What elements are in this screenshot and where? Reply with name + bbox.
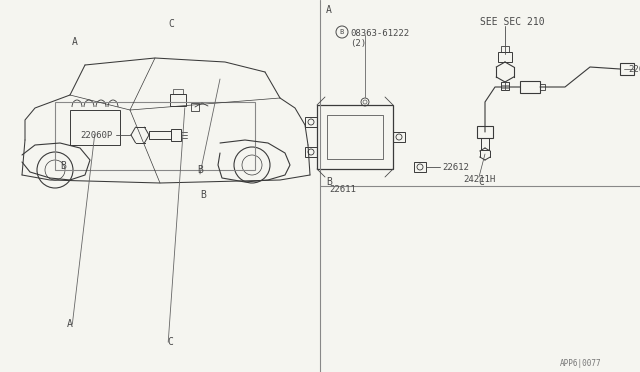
Text: C: C <box>167 337 173 347</box>
Bar <box>317 105 393 169</box>
Bar <box>305 147 317 157</box>
Bar <box>173 89 183 94</box>
Text: 22690: 22690 <box>628 64 640 74</box>
Text: A: A <box>72 37 78 47</box>
Text: C: C <box>478 177 484 187</box>
Bar <box>70 110 120 145</box>
Bar <box>305 117 317 127</box>
Text: A: A <box>326 5 332 15</box>
Bar <box>327 115 383 159</box>
Text: APP6|0077: APP6|0077 <box>560 359 602 369</box>
Text: B: B <box>340 29 344 35</box>
Bar <box>171 129 181 141</box>
Bar <box>393 132 405 142</box>
Bar <box>481 138 489 150</box>
Text: B: B <box>200 190 206 200</box>
Bar <box>414 162 426 172</box>
Bar <box>149 131 171 139</box>
Text: 22612: 22612 <box>442 163 469 171</box>
Bar <box>620 63 634 75</box>
Bar <box>520 81 540 93</box>
Bar <box>191 103 199 111</box>
Text: 08363-61222
(2): 08363-61222 (2) <box>350 29 409 48</box>
Text: B: B <box>197 165 203 175</box>
Text: SEE SEC 210: SEE SEC 210 <box>480 17 545 27</box>
Text: 22611: 22611 <box>330 185 356 193</box>
Bar <box>498 52 512 62</box>
Bar <box>170 94 186 106</box>
Bar <box>501 46 509 52</box>
Text: B: B <box>60 161 66 171</box>
Text: 24211H: 24211H <box>463 176 495 185</box>
Bar <box>55 102 255 170</box>
Text: A: A <box>67 319 73 329</box>
Text: C: C <box>168 19 174 29</box>
Text: 22060P: 22060P <box>80 131 112 140</box>
Bar <box>477 126 493 138</box>
Text: B: B <box>326 177 332 187</box>
Bar <box>540 84 545 90</box>
Bar <box>501 82 509 90</box>
